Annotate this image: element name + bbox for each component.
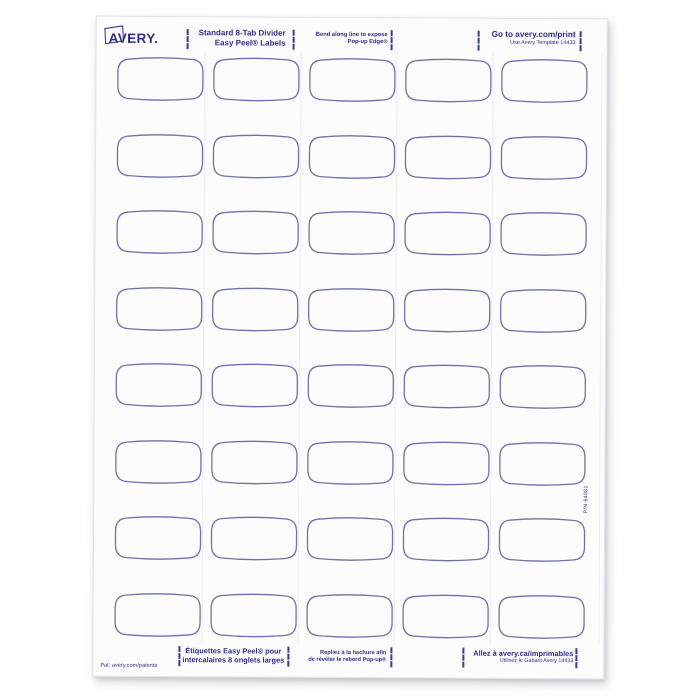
divider-tab-label — [211, 209, 299, 255]
divider-tab-label — [404, 57, 492, 103]
header-product-line2: Easy Peel® Labels — [214, 37, 286, 48]
header-dash-separator — [292, 29, 295, 50]
header-dash-separator — [390, 30, 393, 51]
part-number: P/N 64081 — [583, 485, 590, 514]
divider-tab-label — [308, 57, 396, 103]
divider-tab-label — [212, 133, 300, 179]
footer-dash-separator — [178, 646, 181, 667]
footer-product-line2: intercalaires 8 onglets larges — [182, 654, 285, 665]
header-dash-separator — [186, 29, 189, 50]
header-dash-separator — [579, 31, 582, 52]
divider-tab-label — [403, 210, 491, 256]
header-print-line1: Go to avery.com/print — [491, 29, 576, 40]
divider-tab-label — [115, 285, 203, 331]
header-print-line2: Use Avery Template 14433 — [510, 39, 576, 47]
divider-tab-label — [306, 516, 394, 562]
divider-tab-label — [498, 517, 586, 563]
divider-tab-label — [210, 515, 298, 561]
divider-tab-label — [210, 439, 298, 485]
divider-tab-label — [212, 56, 300, 102]
divider-tab-label — [114, 438, 202, 484]
divider-tab-label — [499, 364, 587, 410]
divider-tab-label — [499, 287, 587, 333]
divider-tab-label — [209, 592, 297, 638]
header-dash-separator — [477, 30, 480, 51]
divider-tab-label — [403, 287, 491, 333]
label-sheet: AVERY. Standard 8-Tab Divider Easy Peel®… — [92, 15, 608, 680]
divider-tab-label — [500, 58, 588, 104]
divider-tab-label — [307, 286, 395, 332]
divider-tab-label — [404, 134, 492, 180]
avery-logo: AVERY. — [104, 25, 191, 52]
divider-tab-label — [308, 133, 396, 179]
footer-print-line1: Allez à avery.ca/imprimables — [473, 648, 574, 659]
divider-tab-label — [211, 362, 299, 408]
footer-dash-separator — [390, 647, 393, 668]
label-grid — [113, 56, 588, 640]
footer-bend-line2: de révéler le rebord Pop-up® — [308, 656, 387, 664]
divider-tab-label — [402, 440, 490, 486]
divider-tab-label — [499, 211, 587, 257]
divider-tab-label — [306, 439, 394, 485]
divider-tab-label — [307, 210, 395, 256]
header-product-line1: Standard 8-Tab Divider — [198, 28, 286, 38]
divider-tab-label — [500, 134, 588, 180]
footer-dash-separator — [287, 646, 290, 667]
header-bend-note: Bend along line to expose Pop-up Edge® — [297, 32, 388, 46]
divider-tab-label — [211, 286, 299, 332]
perforation-line — [598, 53, 603, 645]
divider-tab-label — [115, 209, 203, 255]
header-bend-line2: Pop-up Edge® — [347, 38, 388, 46]
footer-print-note-fr: Allez à avery.ca/imprimables Utilisez le… — [467, 649, 573, 666]
header-product-title: Standard 8-Tab Divider Easy Peel® Labels — [196, 28, 286, 47]
header-print-note: Go to avery.com/print Use Avery Template… — [482, 30, 576, 47]
divider-tab-label — [497, 593, 585, 639]
divider-tab-label — [113, 591, 201, 637]
divider-tab-label — [401, 593, 489, 639]
divider-tab-label — [116, 56, 204, 102]
divider-tab-label — [403, 363, 491, 409]
footer-print-line2: Utilisez le Gabarit Avery 14433 — [499, 657, 574, 665]
footer-product-title-fr: Étiquettes Easy Peel® pour intercalaires… — [181, 646, 285, 665]
footer-dash-separator — [575, 648, 578, 669]
avery-logo-text: AVERY. — [108, 30, 159, 46]
divider-tab-label — [305, 592, 393, 638]
divider-tab-label — [116, 132, 204, 178]
divider-tab-label — [114, 515, 202, 561]
footer-patent: Pat: avery.com/patents — [100, 662, 158, 669]
divider-tab-label — [307, 363, 395, 409]
footer-bend-note-fr: Repliez à la hachure afin de révéler le … — [291, 650, 386, 664]
divider-tab-label — [115, 362, 203, 408]
divider-tab-label — [498, 440, 586, 486]
divider-tab-label — [402, 516, 490, 562]
footer-dash-separator — [462, 647, 465, 668]
